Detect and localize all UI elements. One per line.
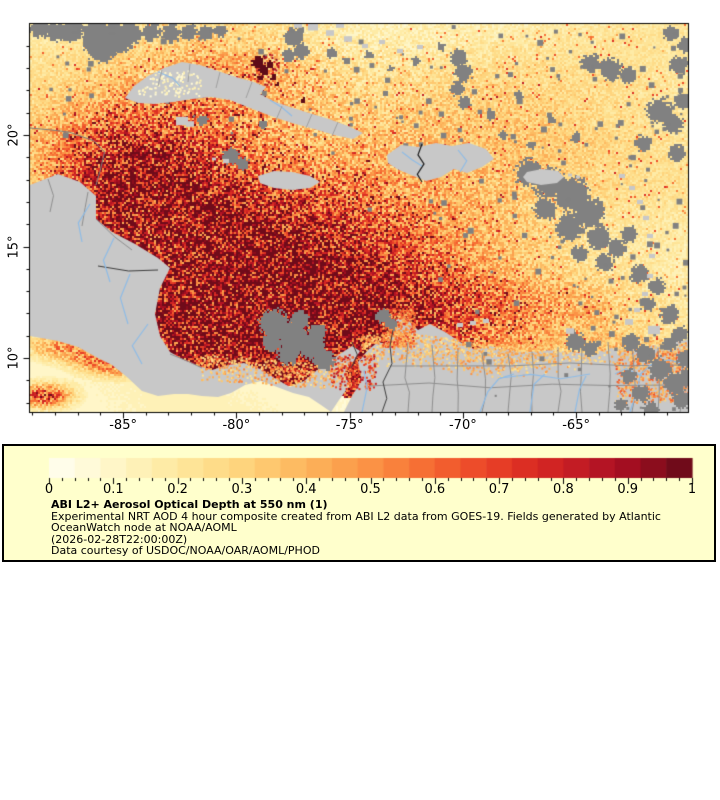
map-plot-area: -85° -80° -75° -70° -65° 20° 15° 10°	[0, 0, 720, 440]
x-tick-label: -75°	[335, 418, 364, 433]
colorbar-tick-label: 0.1	[102, 482, 124, 497]
y-tick-label: 15°	[6, 235, 22, 259]
y-tick-label: 10°	[6, 346, 22, 370]
legend-line-1: Experimental NRT AOD 4 hour composite cr…	[51, 509, 661, 523]
colorbar-tick-label: 0.6	[424, 482, 446, 497]
colorbar-tick-label: 0.8	[553, 482, 574, 497]
colorbar-canvas	[4, 456, 714, 490]
x-tick-label: -65°	[562, 418, 590, 433]
legend-title: ABI L2+ Aerosol Optical Depth at 550 nm …	[51, 498, 328, 511]
legend-text-block: ABI L2+ Aerosol Optical Depth at 550 nm …	[51, 499, 661, 557]
colorbar-tick-label: 0.5	[360, 482, 381, 497]
y-tick-label: 20°	[6, 123, 22, 147]
colorbar-tick-label: 1	[687, 482, 697, 497]
x-tick-label: -85°	[109, 418, 137, 433]
colorbar-tick-label: 0.7	[488, 482, 510, 497]
x-tick-label: -80°	[222, 418, 251, 433]
legend-box: 0 0.1 0.2 0.3 0.4 0.5 0.6 0.7 0.8 0.9 1 ABI L2+ Ae…	[2, 444, 716, 562]
colorbar-tick-label: 0.9	[617, 482, 639, 497]
legend-line-4: Data courtesy of USDOC/NOAA/OAR/AOML/PHO…	[51, 544, 320, 558]
colorbar-tick-label: 0.4	[295, 482, 317, 497]
x-tick-label: -70°	[448, 418, 477, 433]
aod-map-canvas	[0, 0, 720, 440]
colorbar-tick-label: 0.2	[167, 482, 188, 497]
colorbar-tick-label: 0	[44, 482, 54, 497]
colorbar-tick-label: 0.3	[231, 482, 253, 497]
legend-line-3: (2026-02-28T22:00:00Z)	[51, 532, 188, 546]
legend-line-2: OceanWatch node at NOAA/AOML	[51, 521, 237, 535]
